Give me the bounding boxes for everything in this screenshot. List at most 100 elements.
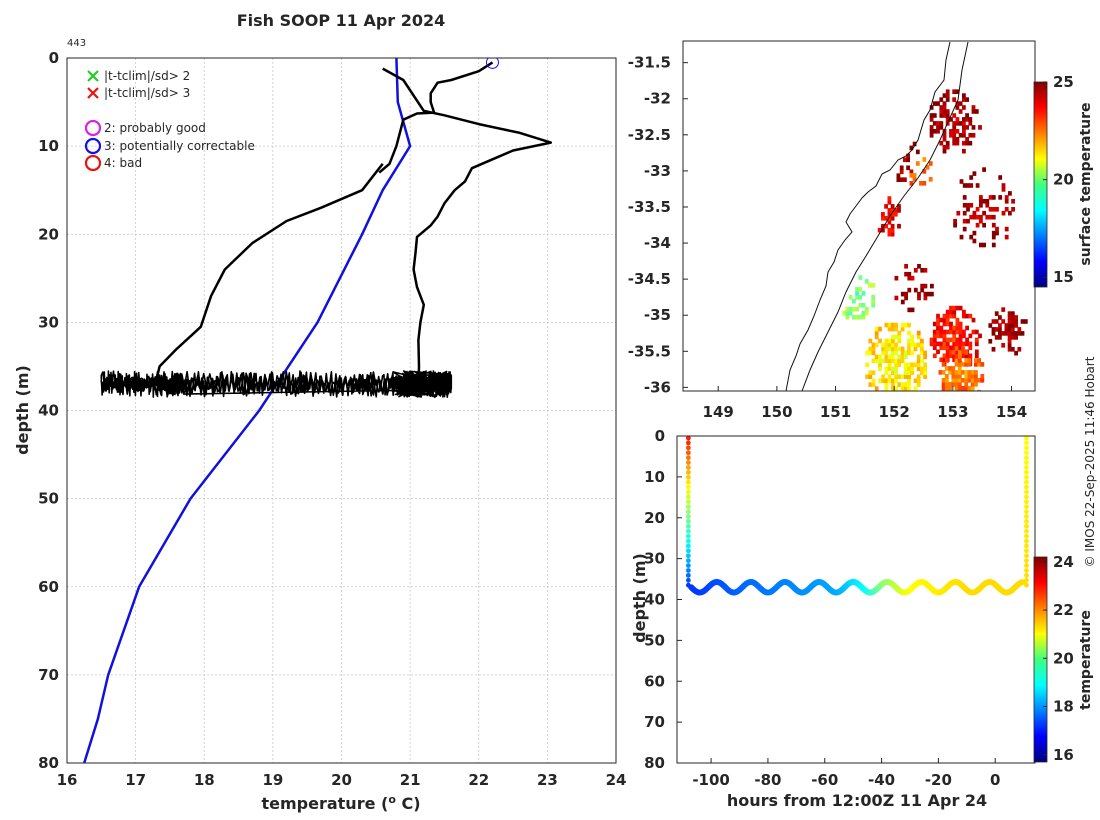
sst-pixel: [945, 353, 950, 359]
sst-pixel: [891, 342, 895, 348]
sst-pixel: [994, 335, 999, 340]
sst-pixel: [923, 362, 927, 368]
sst-pixel: [974, 109, 979, 114]
sst-pixel: [942, 109, 947, 114]
sst-pixel: [1007, 319, 1012, 324]
time-y-tick-label: 40: [644, 591, 665, 609]
sst-pixel: [887, 338, 892, 344]
flag-marker: [485, 58, 499, 69]
sst-pixel: [881, 346, 886, 352]
sst-pixel: [887, 220, 892, 225]
sst-pixel: [955, 121, 960, 126]
sst-pixel: [884, 378, 889, 383]
sst-pixel: [967, 374, 972, 379]
ascent-point: [1024, 445, 1029, 451]
sst-pixel: [957, 370, 962, 375]
sst-pixel: [1011, 199, 1015, 204]
sst-pixel: [871, 283, 876, 288]
sst-pixel: [909, 173, 914, 178]
sst-pixel: [881, 358, 886, 364]
sst-pixel: [965, 313, 969, 319]
sst-pixel: [964, 358, 969, 363]
sst-pixel: [958, 333, 963, 339]
sst-pixel: [916, 342, 921, 348]
sst-pixel: [998, 327, 1002, 332]
sst-pixel: [1001, 307, 1006, 312]
sst-pixel: [952, 337, 957, 343]
sst-pixel: [977, 389, 981, 391]
sst-pixel: [991, 347, 996, 352]
sst-pixel: [952, 305, 957, 311]
descent-point: [685, 543, 691, 549]
profile-y-tick-label: 60: [38, 578, 59, 596]
sst-pixel: [972, 214, 977, 220]
sst-pixel: [871, 378, 876, 383]
descent-point: [685, 436, 691, 441]
sst-pixel: [954, 378, 959, 383]
sst-pixel: [1004, 327, 1009, 332]
sst-pixel: [945, 109, 950, 114]
sst-pixel: [871, 382, 876, 387]
sst-pixel: [945, 337, 950, 343]
time-colorbar-label: temperature: [1078, 610, 1094, 710]
sst-pixel: [988, 207, 993, 212]
sst-pixel: [964, 374, 969, 379]
sst-pixel: [903, 354, 908, 360]
map-colorbar-label: surface temperature: [1078, 102, 1094, 265]
sst-pixel: [907, 330, 911, 336]
sst-pixel: [913, 362, 918, 368]
sst-pixel: [891, 386, 895, 391]
sst-pixel: [954, 354, 959, 359]
sst-pixel: [968, 333, 973, 339]
sst-pixel: [942, 101, 947, 106]
sst-pixel: [897, 358, 902, 364]
sst-pixel: [890, 216, 895, 221]
sst-pixel: [904, 295, 908, 301]
sst-pixel: [964, 378, 969, 383]
sst-pixel: [952, 357, 957, 362]
sst-pixel: [907, 366, 911, 372]
sst-pixel: [1014, 315, 1018, 320]
sst-pixel: [923, 350, 927, 356]
sst-pixel: [968, 121, 973, 126]
sst-pixel: [1017, 331, 1022, 336]
sst-pixel: [900, 354, 905, 360]
sst-pixel: [891, 346, 895, 352]
sst-pixel: [884, 342, 889, 348]
sst-pixel: [1020, 319, 1025, 324]
legend-label: 3: potentially correctable: [104, 139, 255, 153]
sst-pixel: [900, 291, 905, 297]
sst-pixel: [988, 339, 993, 344]
sst-pixel: [965, 341, 969, 347]
sst-pixel: [907, 338, 911, 344]
profile-series-line: [378, 61, 494, 174]
sst-pixel: [942, 333, 947, 339]
sst-pixel: [903, 386, 908, 391]
sst-pixel: [884, 322, 889, 328]
sst-pixel: [964, 362, 969, 367]
sst-pixel: [1007, 323, 1012, 328]
sst-pixel: [871, 303, 876, 308]
sst-pixel: [974, 362, 978, 367]
sst-pixel: [970, 378, 975, 383]
sst-pixel: [891, 366, 895, 372]
profile-gridlines: [66, 57, 617, 764]
sst-pixel: [954, 358, 959, 363]
sst-pixel: [965, 125, 969, 130]
sst-pixel: [958, 121, 963, 126]
sst-pixel: [942, 129, 947, 134]
map-y-tick-label: -35.5: [628, 342, 671, 360]
sst-pixel: [964, 350, 969, 355]
sst-pixel: [894, 366, 898, 372]
sst-pixel: [912, 141, 917, 147]
qc-legend: |t-tclim|/sd> 2 |t-tclim|/sd> 3 2: probabl…: [84, 69, 255, 172]
sst-pixel: [936, 101, 940, 106]
sst-pixel: [945, 144, 950, 150]
sst-pixel: [881, 216, 885, 221]
sst-pixel: [894, 362, 898, 368]
sst-pixel: [852, 314, 856, 320]
profile-tow-line: [100, 370, 453, 399]
sst-pixel: [965, 97, 969, 102]
sst-pixel: [949, 321, 953, 327]
sst-pixel: [955, 105, 960, 110]
